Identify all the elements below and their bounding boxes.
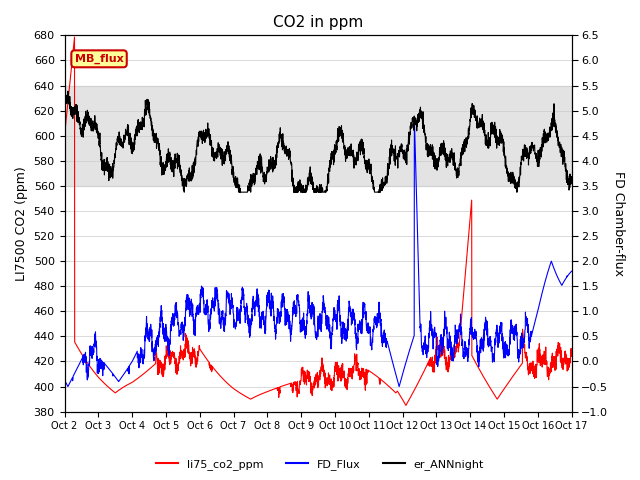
Legend: li75_co2_ppm, FD_Flux, er_ANNnight: li75_co2_ppm, FD_Flux, er_ANNnight — [151, 455, 489, 474]
Text: MB_flux: MB_flux — [75, 54, 124, 64]
Bar — [65, 85, 572, 186]
Title: CO2 in ppm: CO2 in ppm — [273, 15, 363, 30]
Y-axis label: FD Chamber-flux: FD Chamber-flux — [612, 171, 625, 276]
Y-axis label: LI7500 CO2 (ppm): LI7500 CO2 (ppm) — [15, 166, 28, 281]
